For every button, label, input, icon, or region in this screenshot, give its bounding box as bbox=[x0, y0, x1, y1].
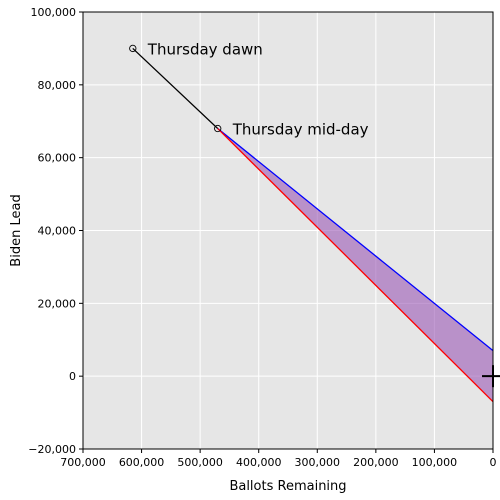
x-tick-label: 300,000 bbox=[295, 456, 341, 469]
series-line bbox=[217, 128, 494, 352]
y-tick-label: 60,000 bbox=[38, 152, 77, 165]
x-tick-label: 200,000 bbox=[353, 456, 399, 469]
x-tick-label: 400,000 bbox=[236, 456, 282, 469]
series-line bbox=[217, 128, 494, 403]
series-line bbox=[132, 47, 219, 130]
y-tick-label: 40,000 bbox=[38, 225, 77, 238]
x-tick-label: 700,000 bbox=[60, 456, 106, 469]
y-tick-label: 100,000 bbox=[31, 6, 77, 19]
annotation-label: Thursday mid-day bbox=[232, 121, 369, 139]
y-axis-title: Biden Lead bbox=[9, 194, 24, 266]
x-tick-label: 100,000 bbox=[412, 456, 458, 469]
y-tick-label: 0 bbox=[69, 370, 76, 383]
y-tick-label: 20,000 bbox=[38, 297, 77, 310]
data-point bbox=[214, 124, 222, 133]
x-tick-label: 600,000 bbox=[119, 456, 165, 469]
x-tick-label: 0 bbox=[490, 456, 497, 469]
data-point bbox=[129, 44, 137, 53]
y-tick-label: 80,000 bbox=[38, 79, 77, 92]
x-tick-label: 500,000 bbox=[177, 456, 223, 469]
y-tick-label: −20,000 bbox=[28, 443, 76, 456]
x-axis-title: Ballots Remaining bbox=[229, 479, 346, 494]
annotation-label: Thursday dawn bbox=[147, 40, 263, 58]
